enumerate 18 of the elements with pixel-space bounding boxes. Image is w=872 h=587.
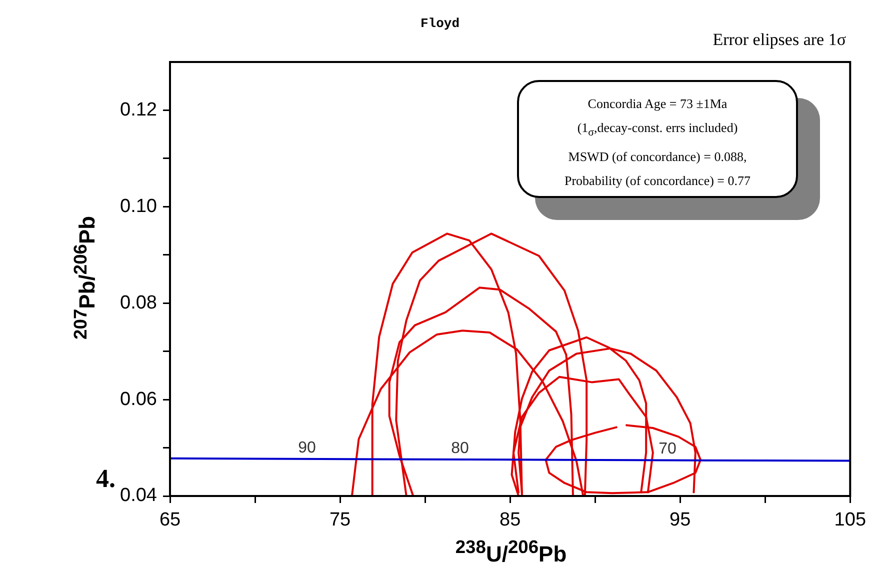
annotation: 80 xyxy=(451,440,470,457)
x-tick-label: 85 xyxy=(500,510,521,531)
y-tick-label: 0.04 xyxy=(120,485,158,506)
annotation: 70 xyxy=(658,440,677,458)
text: 4. xyxy=(96,464,116,494)
x-tick-label: 75 xyxy=(329,510,351,531)
chart-title: Floyd xyxy=(419,16,460,31)
y-tick-label: 0.06 xyxy=(120,388,157,410)
annotation: 90 xyxy=(298,439,316,456)
y-tick-label: 0.08 xyxy=(120,292,157,314)
text: Error elipses are 1σ xyxy=(712,30,846,50)
x-tick-label: 105 xyxy=(834,510,866,531)
text-box: Concordia Age = 73 ±1Ma (1$_{σ}$,decay-const. errs included) MSWD (of concordance) = 0.088, Probability (of concordance) = 0.77 xyxy=(517,80,798,198)
x-tick-label: 95 xyxy=(670,510,691,531)
x-tick-label: 65 xyxy=(159,510,181,531)
y-tick-label: 0.12 xyxy=(120,99,157,120)
y-tick-label: 0.10 xyxy=(120,196,157,217)
x-axis-title: $^{238}$U/$^{206}$Pb xyxy=(454,536,568,568)
